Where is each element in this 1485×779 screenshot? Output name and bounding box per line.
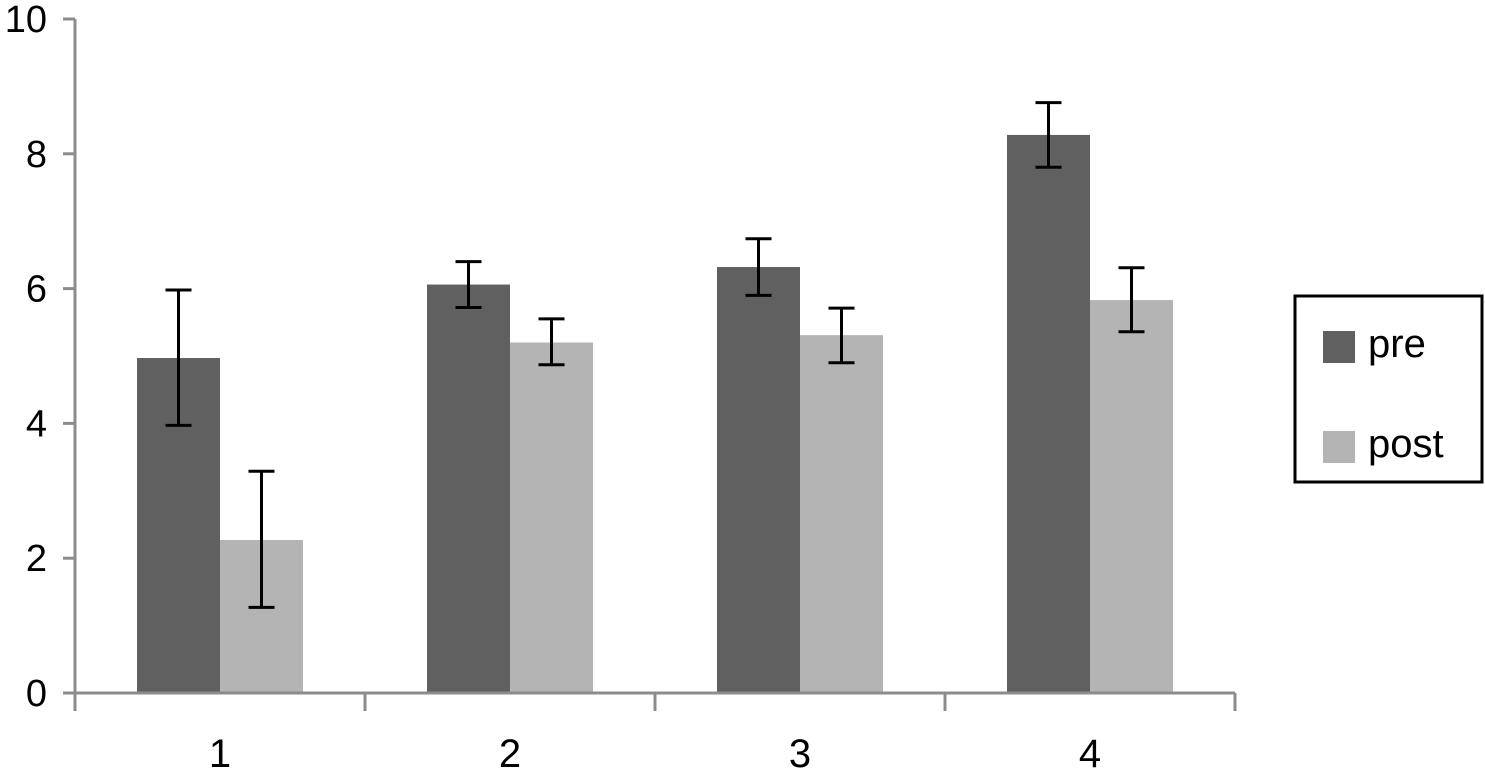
bar-post-4 (1090, 300, 1173, 693)
bar-pre-3 (717, 267, 800, 693)
legend-swatch-post (1323, 431, 1355, 463)
legend: pre post (1293, 294, 1484, 484)
legend-swatch-pre (1323, 331, 1355, 363)
bar-pre-4 (1007, 134, 1090, 694)
y-tick-label-4: 4 (26, 403, 47, 445)
y-tick-label-6: 6 (26, 269, 47, 311)
bar-pre-2 (427, 284, 510, 693)
y-tick-label-10: 10 (5, 0, 47, 41)
x-tick-label-3: 3 (789, 732, 811, 776)
bar-post-2 (510, 342, 593, 693)
y-tick-label-8: 8 (26, 134, 47, 176)
x-tick-label-2: 2 (499, 732, 521, 776)
y-tick-label-0: 0 (26, 673, 47, 715)
x-tick-label-4: 4 (1079, 732, 1101, 776)
y-tick-label-2: 2 (26, 538, 47, 580)
bar-post-3 (800, 335, 883, 693)
legend-label-pre: pre (1368, 322, 1426, 366)
plot-area (137, 101, 1173, 694)
x-tick-label-1: 1 (209, 732, 231, 776)
legend-label-post: post (1368, 422, 1444, 466)
